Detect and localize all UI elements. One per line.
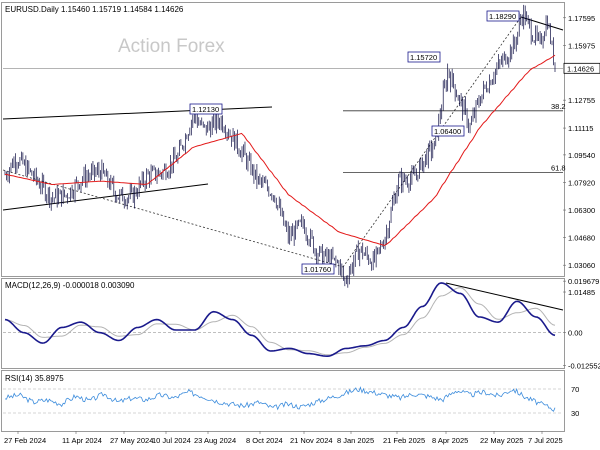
x-axis-tick-label: 8 Apr 2025 xyxy=(432,436,468,445)
macd-y-tick-label: 0.019679 xyxy=(568,277,599,286)
price-annotation-box xyxy=(431,125,465,137)
x-axis-tick-label: 10 Jul 2024 xyxy=(152,436,191,445)
price-y-tick-label: 1.04680 xyxy=(568,234,595,243)
rsi-panel-frame xyxy=(1,370,565,432)
macd-divergence-line xyxy=(445,282,564,311)
x-axis-tick-label: 27 May 2024 xyxy=(110,436,153,445)
last-price-label: 1.14626 xyxy=(567,64,594,73)
price-annotation-label: 1.15720 xyxy=(410,53,437,62)
macd-y-tick-label: -0.012552 xyxy=(568,362,600,371)
descending-dashed-line xyxy=(2,169,344,268)
price-panel-title: EURUSD.Daily 1.15460 1.15719 1.14584 1.1… xyxy=(5,5,184,14)
channel-upper-line xyxy=(2,106,273,120)
retracement-label: 61.8 xyxy=(551,164,566,173)
rsi-line xyxy=(4,386,556,412)
price-annotation-label: 1.06400 xyxy=(434,127,461,136)
x-axis-tick-label: 22 May 2025 xyxy=(480,436,523,445)
price-annotations: 1.12130 1.01760 1.06400 1.15720 1.18290 xyxy=(189,10,520,275)
rsi-y-tick-label: 70 xyxy=(571,385,579,394)
rsi-panel-title: RSI(14) 35.8975 xyxy=(5,374,64,383)
y-axis-ticks: 1.17595 1.15975 1.12755 1.11115 1.09540 1.079… xyxy=(563,14,600,297)
last-price-badge xyxy=(563,62,600,74)
macd-signal-line xyxy=(4,287,556,356)
macd-lines: 0.019679 0.00 -0.012552 xyxy=(3,277,600,371)
price-panel-frame xyxy=(1,2,565,277)
x-axis-tick-label: 21 Nov 2024 xyxy=(290,436,333,445)
price-annotation-label: 1.12130 xyxy=(192,105,219,114)
x-axis-tick-label: 27 Feb 2024 xyxy=(4,436,46,445)
price-y-tick-label: 1.09540 xyxy=(568,151,595,160)
x-axis-tick-label: 8 Jan 2025 xyxy=(337,436,374,445)
price-annotation-box xyxy=(189,103,223,115)
price-annotation-label: 1.18290 xyxy=(489,12,516,21)
x-axis-tick-label: 8 Oct 2024 xyxy=(246,436,283,445)
price-y-tick-label: 1.07920 xyxy=(568,178,595,187)
retracement-label: 38.2 xyxy=(551,102,566,111)
price-candles xyxy=(4,4,556,288)
x-axis-tick-label: 11 Apr 2024 xyxy=(62,436,102,445)
price-y-tick-label: 1.15975 xyxy=(568,41,595,50)
ema-line xyxy=(4,54,556,247)
retracement-levels: 38.2 61.8 xyxy=(3,68,566,173)
price-annotation-box xyxy=(301,263,335,275)
x-axis-tick-label: 7 Jul 2025 xyxy=(528,436,563,445)
channel-lower-line xyxy=(2,183,209,211)
macd-panel-frame xyxy=(1,278,565,369)
x-axis-tick-label: 23 Aug 2024 xyxy=(194,436,236,445)
watermark: Action Forex xyxy=(118,36,225,57)
macd-line xyxy=(4,282,556,358)
x-axis-tick-label: 21 Feb 2025 xyxy=(383,436,425,445)
price-annotation-label: 1.01760 xyxy=(304,265,331,274)
price-annotation-box xyxy=(486,10,520,22)
price-y-tick-label: 1.17595 xyxy=(568,14,595,23)
price-y-tick-label: 1.06300 xyxy=(568,206,595,215)
price-y-tick-label: 1.01485 xyxy=(568,288,595,297)
ascending-dashed-line xyxy=(342,16,522,268)
macd-y-tick-label: 0.00 xyxy=(568,329,583,338)
price-y-tick-label: 1.11115 xyxy=(568,124,593,133)
rsi-lines: 70 30 xyxy=(3,385,579,418)
price-annotation-box xyxy=(407,51,441,63)
price-y-tick-label: 1.03060 xyxy=(568,261,595,270)
macd-panel-title: MACD(12,26,9) -0.000018 0.003090 xyxy=(5,281,135,290)
rsi-y-tick-label: 30 xyxy=(571,409,579,418)
ema-line-group xyxy=(4,54,556,247)
trend-lines xyxy=(2,16,564,311)
price-y-tick-label: 1.12755 xyxy=(568,96,595,105)
